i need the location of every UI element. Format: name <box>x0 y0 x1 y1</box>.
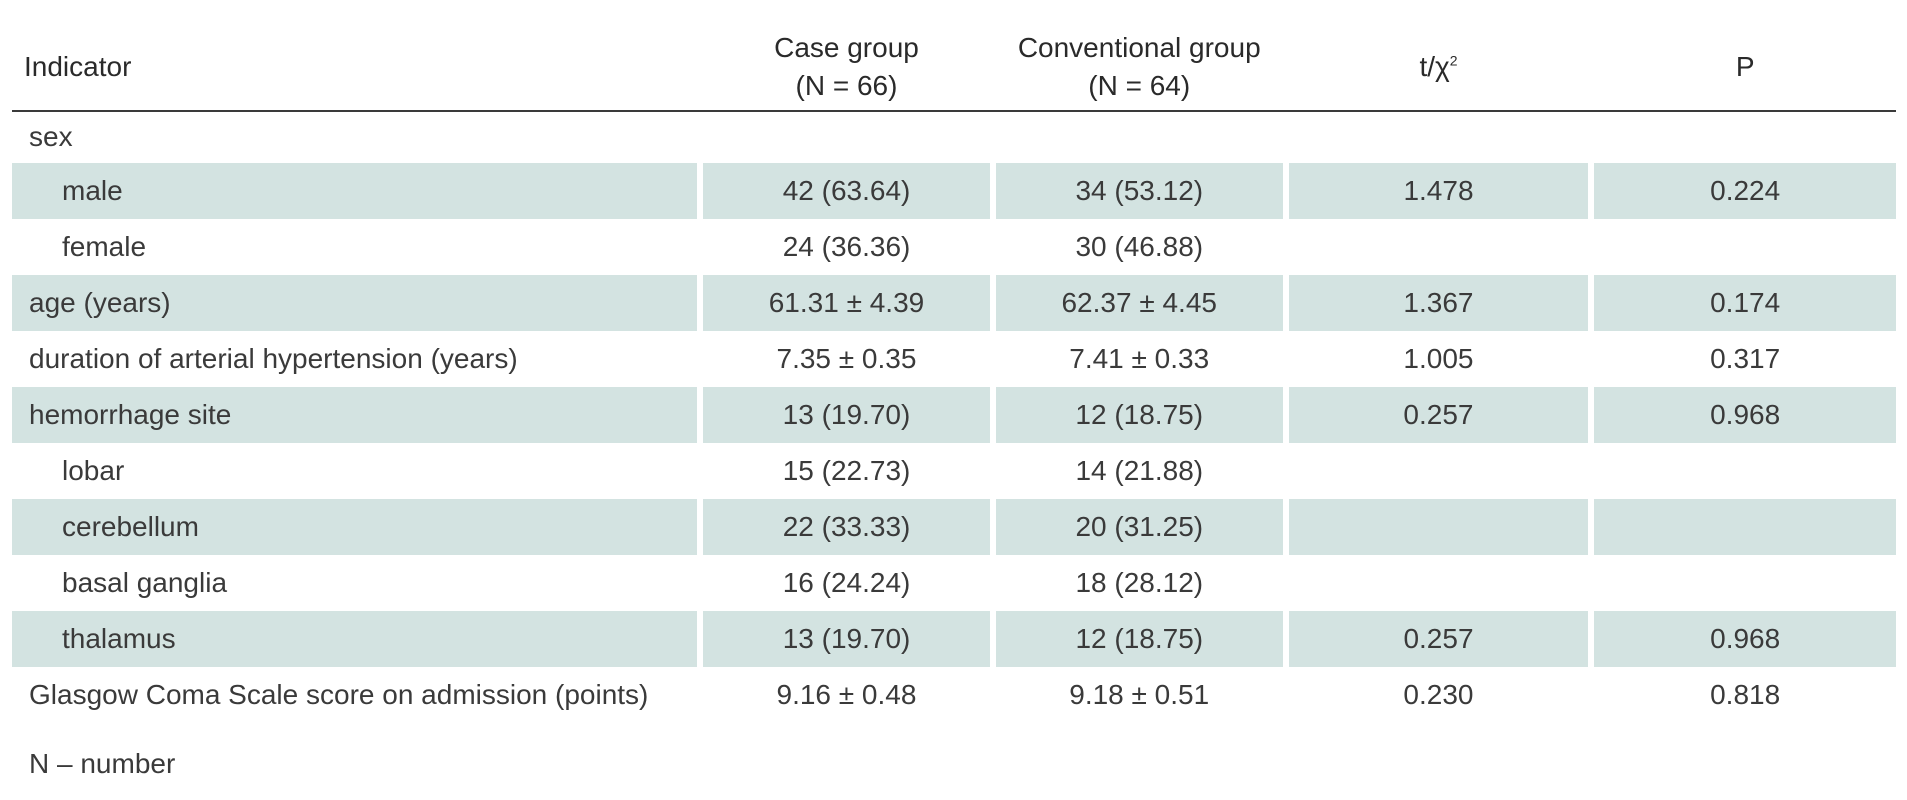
conventional-group-value: 34 (53.12) <box>995 163 1283 219</box>
table-row: basal ganglia 16 (24.24) 18 (28.12) <box>12 555 1896 611</box>
table-row: lobar 15 (22.73) 14 (21.88) <box>12 443 1896 499</box>
p-value <box>1594 443 1896 499</box>
case-group-value: 42 (63.64) <box>703 163 990 219</box>
conventional-group-value: 18 (28.12) <box>1075 567 1204 598</box>
footnote: N – number <box>29 748 176 779</box>
header-statistic-label: t/χ2 <box>1419 48 1457 86</box>
conventional-group-value: 9.18 ± 0.51 <box>1069 679 1210 710</box>
statistic-value: 0.257 <box>1288 611 1589 667</box>
header-statistic: t/χ2 <box>1289 48 1589 86</box>
statistic-value: 0.257 <box>1288 387 1589 443</box>
statistic-value <box>1289 219 1589 275</box>
header-statistic-text: t/χ <box>1419 51 1450 82</box>
conventional-group-value: 20 (31.25) <box>995 499 1283 555</box>
header-conventional-title: Conventional group <box>1017 32 1261 63</box>
header-conventional-group: Conventional group (N = 64) <box>996 29 1283 105</box>
conventional-group-value: 62.37 ± 4.45 <box>995 275 1283 331</box>
table-row: sex <box>12 111 1896 163</box>
row-label: male <box>12 163 698 219</box>
statistic-value <box>1289 555 1589 611</box>
table-row: age (years) 61.31 ± 4.39 62.37 ± 4.45 1.367… <box>12 275 1896 331</box>
table-row: hemorrhage site 13 (19.70) 12 (18.75) 0.257… <box>12 387 1896 443</box>
statistic-value <box>1289 443 1589 499</box>
conventional-group-value: 30 (46.88) <box>1075 231 1204 262</box>
row-label: hemorrhage site <box>12 387 698 443</box>
case-group-value: 61.31 ± 4.39 <box>703 275 990 331</box>
p-value: 0.317 <box>1710 343 1781 374</box>
p-value: 0.968 <box>1594 387 1896 443</box>
row-label: basal ganglia <box>62 567 228 598</box>
row-label: sex <box>29 121 73 152</box>
row-label: duration of arterial hypertension (years… <box>29 343 518 374</box>
header-statistic-sup: 2 <box>1449 52 1458 69</box>
statistic-value: 1.478 <box>1288 163 1589 219</box>
statistic-value: 0.230 <box>1403 679 1474 710</box>
row-label: age (years) <box>12 275 698 331</box>
header-case-group: Case group (N = 66) <box>703 29 990 105</box>
table-row: cerebellum 22 (33.33) 20 (31.25) <box>12 499 1896 555</box>
statistic-value <box>1289 111 1589 163</box>
p-value: 0.174 <box>1594 275 1896 331</box>
table-row: female 24 (36.36) 30 (46.88) <box>12 219 1896 275</box>
row-label: cerebellum <box>12 499 698 555</box>
p-value <box>1594 555 1896 611</box>
row-label: female <box>62 231 147 262</box>
header-case-n: (N = 66) <box>795 70 898 101</box>
table-row: thalamus 13 (19.70) 12 (18.75) 0.257 0.968 <box>12 611 1896 667</box>
row-label: thalamus <box>12 611 698 667</box>
header-case-title: Case group <box>774 32 919 63</box>
table-header: Indicator Case group (N = 66) Convention… <box>12 24 1896 112</box>
p-value <box>1594 499 1896 555</box>
p-value: 0.224 <box>1594 163 1896 219</box>
table-row: duration of arterial hypertension (years… <box>12 331 1896 387</box>
case-group-value: 15 (22.73) <box>782 455 911 486</box>
p-value <box>1594 219 1896 275</box>
case-group-value <box>703 111 990 163</box>
data-table: Indicator Case group (N = 66) Convention… <box>12 24 1896 723</box>
table-body: sex male 42 (63.64) 34 (53.12) 1.478 0.224 fem… <box>12 111 1896 723</box>
statistic-value: 1.367 <box>1288 275 1589 331</box>
case-group-value: 9.16 ± 0.48 <box>776 679 917 710</box>
header-conventional-n: (N = 64) <box>1088 70 1191 101</box>
case-group-value: 13 (19.70) <box>703 611 990 667</box>
case-group-value: 7.35 ± 0.35 <box>776 343 917 374</box>
row-label: Glasgow Coma Scale score on admission (p… <box>29 679 649 710</box>
p-value <box>1594 111 1896 163</box>
statistic-value <box>1288 499 1589 555</box>
conventional-group-value <box>996 111 1283 163</box>
conventional-group-value: 14 (21.88) <box>1075 455 1204 486</box>
case-group-value: 13 (19.70) <box>703 387 990 443</box>
header-p-value: P <box>1735 51 1755 82</box>
statistic-value: 1.005 <box>1403 343 1474 374</box>
conventional-group-value: 12 (18.75) <box>995 387 1283 443</box>
table-row: Glasgow Coma Scale score on admission (p… <box>12 667 1896 723</box>
case-group-value: 24 (36.36) <box>782 231 911 262</box>
conventional-group-value: 12 (18.75) <box>995 611 1283 667</box>
p-value: 0.968 <box>1594 611 1896 667</box>
p-value: 0.818 <box>1710 679 1781 710</box>
table-row: male 42 (63.64) 34 (53.12) 1.478 0.224 <box>12 163 1896 219</box>
case-group-value: 16 (24.24) <box>782 567 911 598</box>
header-indicator: Indicator <box>24 51 132 82</box>
conventional-group-value: 7.41 ± 0.33 <box>1069 343 1210 374</box>
row-label: lobar <box>62 455 125 486</box>
case-group-value: 22 (33.33) <box>703 499 990 555</box>
